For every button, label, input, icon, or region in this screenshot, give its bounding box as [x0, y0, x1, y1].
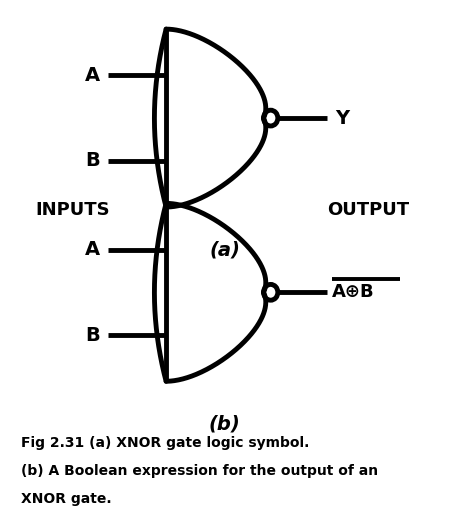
- Text: B: B: [85, 151, 100, 170]
- Text: (a): (a): [209, 240, 240, 260]
- Text: (b): (b): [209, 415, 240, 434]
- Text: XNOR gate.: XNOR gate.: [21, 492, 112, 506]
- Text: Fig 2.31 (a) XNOR gate logic symbol.: Fig 2.31 (a) XNOR gate logic symbol.: [21, 436, 310, 450]
- Text: OUTPUT: OUTPUT: [328, 202, 410, 219]
- Text: A: A: [85, 240, 100, 259]
- Text: Y: Y: [335, 109, 349, 127]
- Text: A⊕B: A⊕B: [332, 283, 375, 301]
- Text: INPUTS: INPUTS: [35, 202, 110, 219]
- Text: A: A: [85, 66, 100, 85]
- Text: (b) A Boolean expression for the output of an: (b) A Boolean expression for the output …: [21, 464, 378, 478]
- Text: B: B: [85, 325, 100, 344]
